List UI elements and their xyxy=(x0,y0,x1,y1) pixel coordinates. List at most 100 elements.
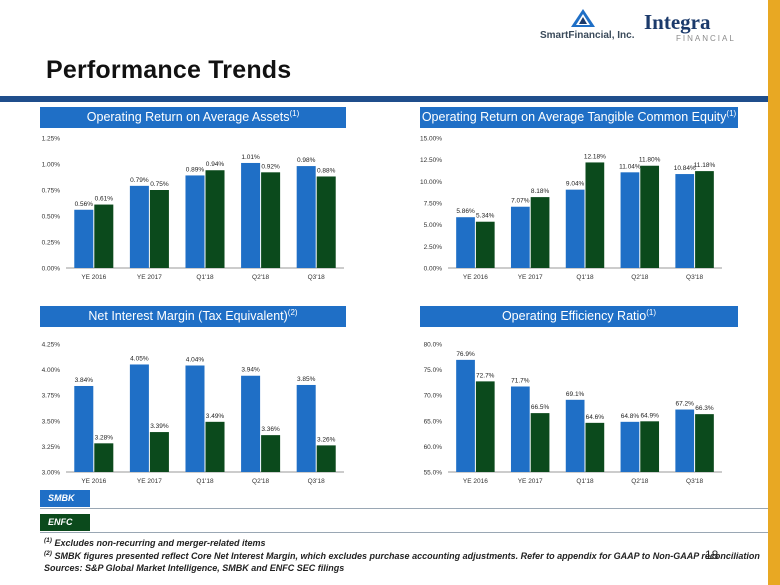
bar-enfc xyxy=(640,165,660,268)
data-label: 0.75% xyxy=(150,181,169,188)
bar-smbk xyxy=(74,209,94,268)
data-label: 0.88% xyxy=(317,167,336,174)
bar-smbk xyxy=(185,365,205,472)
x-tick-label: YE 2016 xyxy=(81,478,106,485)
bar-smbk xyxy=(74,385,94,472)
legend-divider xyxy=(40,508,768,509)
data-label: 3.49% xyxy=(206,413,225,420)
bar-enfc xyxy=(475,381,495,472)
data-label: 0.89% xyxy=(186,166,205,173)
bar-enfc xyxy=(94,443,114,472)
y-tick-label: 3.25% xyxy=(42,444,61,451)
bar-enfc xyxy=(149,190,169,268)
bar-smbk xyxy=(456,359,475,472)
data-label: 66.3% xyxy=(695,405,714,412)
data-label: 3.36% xyxy=(261,426,280,433)
data-label: 66.5% xyxy=(531,404,550,411)
smartfinancial-logo-text: SmartFinancial, Inc. xyxy=(540,30,635,41)
y-tick-label: 3.75% xyxy=(42,393,61,400)
bar-smbk xyxy=(296,166,316,268)
bar-enfc xyxy=(695,171,714,268)
data-label: 12.18% xyxy=(584,153,606,160)
footnote-2: (2) SMBK figures presented reflect Core … xyxy=(44,550,760,561)
bar-smbk xyxy=(129,364,149,472)
x-tick-label: YE 2016 xyxy=(463,274,488,281)
data-label: 8.18% xyxy=(531,188,550,195)
x-tick-label: Q3'18 xyxy=(308,478,326,485)
bar-smbk xyxy=(129,185,149,268)
data-label: 64.9% xyxy=(640,412,659,419)
chart-operating-roaa: 0.00% 0.25% 0.50% 0.75% 1.00% 1.25% YE 2016 0.5… xyxy=(42,136,344,281)
chart-operating-efficiency: 55.0% 60.0% 65.0% 70.0% 75.0% 80.0% YE 2016 76.… xyxy=(424,342,722,485)
x-tick-label: YE 2017 xyxy=(137,274,162,281)
data-label: 7.07% xyxy=(511,198,530,205)
x-tick-label: Q1'18 xyxy=(196,274,214,281)
data-label: 11.18% xyxy=(694,162,716,169)
bar-smbk xyxy=(241,375,261,472)
data-label: 11.80% xyxy=(639,157,661,164)
bar-smbk xyxy=(241,162,261,268)
data-label: 3.94% xyxy=(241,367,260,374)
y-tick-label: 0.00% xyxy=(42,266,61,273)
bar-smbk xyxy=(565,189,585,268)
data-label: 64.8% xyxy=(621,413,640,420)
x-tick-label: Q2'18 xyxy=(631,478,649,485)
bar-enfc xyxy=(695,414,714,472)
data-label: 11.04% xyxy=(619,163,641,170)
data-label: 9.04% xyxy=(566,181,585,188)
legend-smbk: SMBK xyxy=(40,490,90,507)
page-number: 18 xyxy=(705,548,719,562)
bar-smbk xyxy=(185,175,205,268)
legend-enfc: ENFC xyxy=(40,514,90,531)
x-tick-label: Q2'18 xyxy=(252,274,270,281)
data-label: 10.84% xyxy=(674,165,696,172)
data-label: 3.84% xyxy=(75,377,94,384)
footnote-sources: Sources: S&P Global Market Intelligence,… xyxy=(44,563,345,573)
y-tick-label: 0.50% xyxy=(42,214,61,221)
data-label: 76.9% xyxy=(456,351,475,358)
y-tick-label: 15.00% xyxy=(420,136,442,143)
y-tick-label: 55.0% xyxy=(424,470,443,477)
y-tick-label: 3.00% xyxy=(42,470,61,477)
bar-enfc xyxy=(205,421,225,472)
x-tick-label: Q3'18 xyxy=(686,274,704,281)
y-tick-label: 0.25% xyxy=(42,240,61,247)
bar-smbk xyxy=(510,386,530,472)
data-label: 0.94% xyxy=(206,161,225,168)
bar-enfc xyxy=(316,176,336,268)
bar-enfc xyxy=(640,421,660,472)
chart-operating-rotce: 0.00% 2.50% 5.00% 7.50% 10.00% 12.50% 15.00% YE… xyxy=(420,136,722,281)
footnote-1: (1) Excludes non-recurring and merger-re… xyxy=(44,537,266,548)
data-label: 72.7% xyxy=(476,372,495,379)
y-tick-label: 80.0% xyxy=(424,342,443,349)
chart-4-title: Operating Efficiency Ratio(1) xyxy=(420,306,738,327)
data-label: 4.04% xyxy=(186,357,205,364)
data-label: 0.92% xyxy=(261,163,280,170)
bar-smbk xyxy=(565,399,585,472)
right-accent-bar xyxy=(768,0,780,585)
chart-3-title: Net Interest Margin (Tax Equivalent)(2) xyxy=(40,306,346,327)
bar-enfc xyxy=(475,221,495,268)
y-tick-label: 1.00% xyxy=(42,162,61,169)
x-tick-label: YE 2016 xyxy=(463,478,488,485)
bar-enfc xyxy=(94,204,114,268)
y-tick-label: 75.0% xyxy=(424,367,443,374)
y-tick-label: 70.0% xyxy=(424,393,443,400)
bar-smbk xyxy=(675,409,695,472)
bar-smbk xyxy=(296,384,316,472)
bar-enfc xyxy=(585,162,605,268)
data-label: 0.56% xyxy=(75,201,94,208)
smartfinancial-logo-icon xyxy=(571,9,595,27)
data-label: 0.98% xyxy=(297,157,316,164)
bar-smbk xyxy=(510,206,530,268)
data-label: 69.1% xyxy=(566,391,585,398)
y-tick-label: 4.00% xyxy=(42,367,61,374)
y-tick-label: 60.0% xyxy=(424,444,443,451)
y-tick-label: 65.0% xyxy=(424,418,443,425)
bar-enfc xyxy=(585,422,605,472)
legend-divider xyxy=(40,532,768,533)
x-tick-label: Q3'18 xyxy=(686,478,704,485)
page-title: Performance Trends xyxy=(46,56,292,84)
integra-logo-subtext: FINANCIAL xyxy=(676,34,736,43)
chart-2-title: Operating Return on Average Tangible Com… xyxy=(420,107,738,128)
